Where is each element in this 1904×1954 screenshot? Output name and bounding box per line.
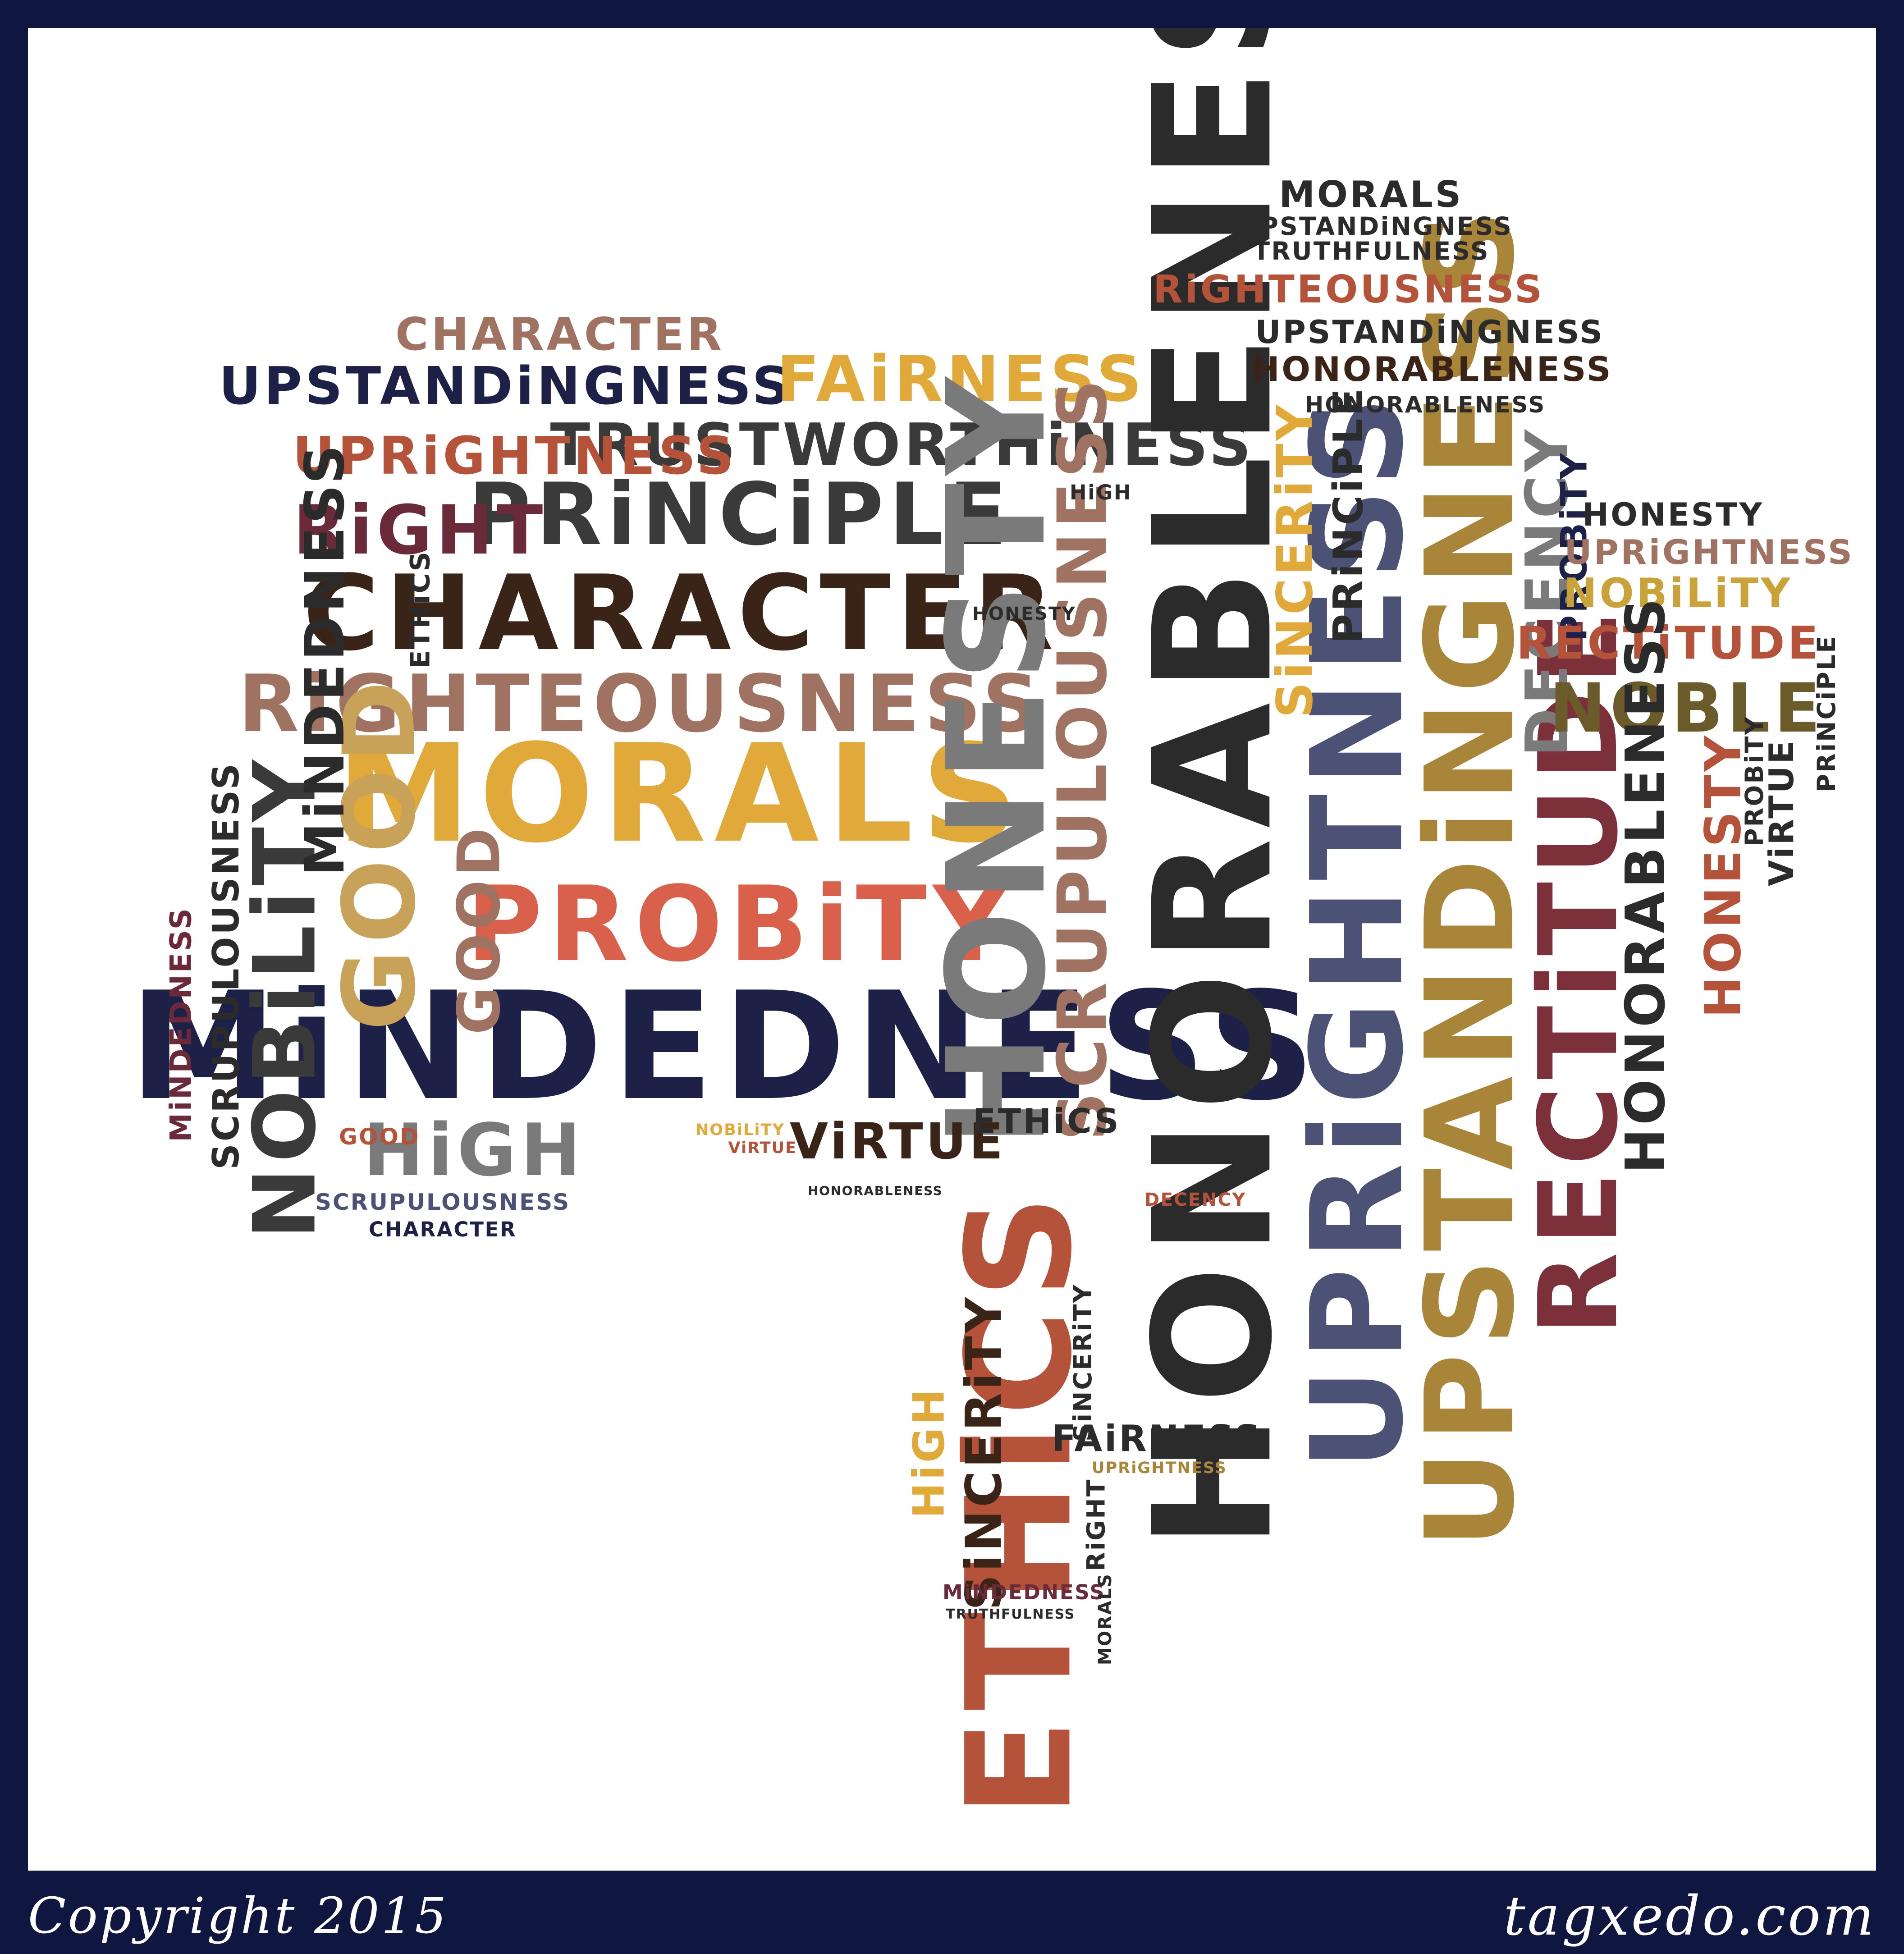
cloud-word: ETHiCS (404, 550, 436, 669)
cloud-word: NOBiLiTY (696, 1121, 785, 1139)
cloud-word: HiGH (904, 1386, 954, 1519)
cloud-word: SiNCERiTY (1068, 1283, 1097, 1441)
cloud-word: CHARACTER (395, 308, 724, 361)
cloud-word: HONORABLENESS (1251, 349, 1613, 389)
cloud-word: RiGHT (1081, 1478, 1111, 1571)
cloud-word: ViRTUE (1761, 738, 1801, 886)
cloud-word: FAiRNESS (1052, 1418, 1263, 1460)
cloud-word: ViRTUE (728, 1139, 797, 1157)
cloud-word: ETHiCS (973, 1101, 1121, 1141)
cloud-word: RiGHTEOUSNESS (1153, 267, 1545, 312)
cloud-word: NOBiLiTY (1563, 570, 1793, 617)
cloud-word: NOBLE (1549, 669, 1825, 748)
copyright-text: Copyright 2015 (28, 1887, 449, 1945)
cloud-word: PROBiTY (466, 865, 1014, 985)
cloud-word: CHARACTER (303, 554, 1060, 674)
cloud-word: HONESTY (972, 604, 1076, 624)
cloud-word: PRiNCiPLE (1324, 386, 1372, 644)
cloud-word: MiNDEDNESS (294, 441, 357, 877)
footer: Copyright 2015 tagxedo.com (0, 1871, 1904, 1954)
cloud-word: MORALS (1095, 1573, 1116, 1666)
cloud-word: MiNDEDNESS (943, 1580, 1106, 1604)
cloud-word: DECENCY (1144, 1190, 1246, 1210)
cloud-word: PRiNCiPLE (468, 465, 1012, 564)
cloud-word: UPRiGHTNESS (1092, 1459, 1227, 1477)
cloud-word: UPRiGHTNESS (1564, 532, 1854, 572)
cloud-word: TRUTHFULNESS (1253, 236, 1490, 265)
cloud-word: MORALS (336, 715, 1027, 873)
word-cloud-canvas: MiNDEDNESS MORALS PROBiTY CHARACTER PRiNCiPL… (28, 28, 1876, 1871)
cloud-word: UPSTANDiNGNESS (1255, 314, 1605, 351)
cloud-word: UPRiGHTNESS (293, 426, 737, 486)
cloud-word: RiGHT (293, 491, 547, 570)
cloud-word: SiNCERiTY (1266, 402, 1324, 718)
cloud-word: HiGH (1070, 480, 1132, 504)
cloud-word: MORALS (1279, 174, 1464, 215)
cloud-word: MiNDEDNESS (129, 960, 1324, 1133)
cloud-word: PRiNCiPLE (1812, 634, 1841, 792)
cloud-word: TRUSTWORTHiNESS (550, 411, 1255, 479)
cloud-word: GOOD (339, 1124, 420, 1150)
cloud-word: RiGHTEOUSNESS (238, 658, 1044, 750)
cloud-word: SCRUPULOUSNESS (205, 761, 247, 1170)
cloud-word: PROBiTY (1739, 715, 1769, 847)
cloud-word: SiNCERiTY (955, 1294, 1013, 1611)
cloud-word: HiGH (363, 1108, 586, 1192)
cloud-word: UPSTANDiNGNESS (1238, 211, 1513, 241)
cloud-word: RECTiTUDE (1516, 617, 1821, 669)
cloud-word: HONORABLENESS (1304, 392, 1546, 418)
cloud-word: MiNDEDNESS (164, 906, 198, 1142)
site-credit: tagxedo.com (1503, 1885, 1876, 1948)
cloud-word: TRUTHFULNESS (946, 1606, 1076, 1622)
cloud-word: HONORABLENESS (1614, 595, 1677, 1174)
cloud-word: FAiRNESS (776, 343, 1146, 416)
cloud-word: SCRUPULOUSNESS (315, 1189, 571, 1215)
cloud-word: UPSTANDiNGNESS (219, 356, 793, 416)
cloud-word: GOOD (444, 824, 513, 1035)
cloud-word: HONESTY (1582, 496, 1764, 533)
cloud-word: CHARACTER (369, 1217, 517, 1241)
cloud-word: HONORABLENESS (808, 1183, 943, 1198)
cloud-word: ViRTUE (790, 1112, 1006, 1170)
